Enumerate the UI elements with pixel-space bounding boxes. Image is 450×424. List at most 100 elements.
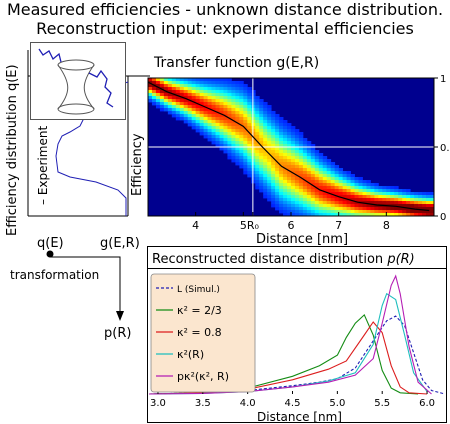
heatmap-cell (346, 207, 351, 211)
heatmap-cell (318, 159, 324, 163)
heatmap-cell (318, 210, 324, 214)
heatmap-cell (183, 78, 189, 82)
heatmap-cell (287, 207, 292, 211)
heatmap-cell (322, 165, 328, 169)
heatmap-cell (322, 174, 328, 178)
heatmap-cell (243, 165, 248, 169)
heatmap-cell (350, 186, 355, 190)
heatmap-cell (251, 126, 256, 130)
heatmap-cell (283, 198, 288, 202)
heatmap-cell (211, 84, 216, 88)
heatmap-cell (346, 183, 351, 187)
heatmap-cell (255, 126, 260, 130)
heatmap-cell (398, 207, 403, 211)
heatmap-cell (155, 93, 161, 97)
heatmap-cell (219, 87, 224, 91)
heatmap-cell (338, 171, 344, 175)
heatmap-cell (259, 156, 264, 160)
heatmap-cell (251, 96, 256, 100)
heatmap-cell (271, 162, 276, 166)
heatmap-cell (195, 78, 201, 82)
heatmap-cell (275, 183, 280, 187)
heatmap-cell (330, 183, 336, 187)
heatmap-cell (326, 189, 332, 193)
heatmap-cell (175, 90, 181, 94)
heatmap-cell (223, 102, 228, 106)
heatmap-cell (275, 180, 280, 184)
heatmap-cell (362, 183, 367, 187)
heatmap-cell (267, 171, 272, 175)
heatmap-cell (219, 78, 224, 82)
heatmap-cell (235, 159, 240, 163)
heatmap-cell (382, 186, 387, 190)
heatmap-cell (259, 99, 264, 103)
heatmap-cell (235, 147, 240, 151)
heatmap-cell (298, 138, 304, 142)
heatmap-cell (251, 174, 256, 178)
heatmap-cell (247, 120, 252, 124)
heatmap-cell (334, 198, 340, 202)
heatmap-cell (267, 147, 272, 151)
heatmap-cell (386, 195, 391, 199)
distribution-panel: Reconstructed distance distribution p(R)… (147, 246, 447, 424)
heatmap-cell (306, 192, 312, 196)
heatmap-cell (294, 195, 300, 199)
heatmap-cell (159, 99, 165, 103)
heatmap-cell (287, 126, 292, 130)
heatmap-cell (199, 102, 205, 106)
heatmap-cell (203, 87, 208, 91)
heatmap-cell (310, 183, 316, 187)
heatmap-cell (171, 99, 177, 103)
heatmap-cell (366, 195, 371, 199)
heatmap-cell (239, 147, 244, 151)
heatmap-cell (247, 159, 252, 163)
heatmap-cell (406, 210, 411, 214)
heatmap-cell (227, 93, 232, 97)
heatmap-cell (247, 171, 252, 175)
heatmap-cell (227, 81, 232, 85)
heatmap-cell (239, 129, 244, 133)
heatmap-cell (159, 96, 165, 100)
heatmap-cell (287, 183, 292, 187)
heatmap-cell (263, 102, 268, 106)
heatmap-cell (322, 198, 328, 202)
heatmap-cell (251, 120, 256, 124)
heatmap-cell (350, 189, 355, 193)
heatmap-cell (263, 159, 268, 163)
heatmap-cell (275, 171, 280, 175)
heatmap-cell (239, 96, 244, 100)
heatmap-cell (298, 156, 304, 160)
heatmap-cell (326, 210, 332, 214)
heatmap-cell (354, 186, 359, 190)
heatmap-cell (354, 198, 359, 202)
heatmap-cell (314, 210, 320, 214)
heatmap-cell (430, 204, 435, 208)
heatmap-cell (203, 129, 208, 133)
heatmap-cell (402, 198, 407, 202)
heatmap-cell (306, 189, 312, 193)
heatmap-cell (259, 138, 264, 142)
heatmap-cell (374, 207, 379, 211)
heatmap-cell (219, 132, 224, 136)
heatmap-cell (255, 123, 260, 127)
heatmap-cell (294, 207, 300, 211)
heatmap-cell (318, 177, 324, 181)
heatmap-cell (338, 183, 344, 187)
heatmap-cell (159, 105, 165, 109)
heatmap-cell (267, 159, 272, 163)
heatmap-cell (207, 90, 212, 94)
heatmap-cell (239, 93, 244, 97)
heatmap-cell (422, 201, 427, 205)
heatmap-cell (271, 111, 276, 115)
heatmap-cell (271, 165, 276, 169)
heatmap-cell (215, 141, 220, 145)
heatmap-cell (287, 210, 292, 214)
heatmap-cell (346, 177, 351, 181)
heatmap-cell (195, 99, 201, 103)
heatmap-cell (402, 213, 407, 217)
heatmap-cell (302, 144, 308, 148)
heatmap-cell (191, 126, 197, 130)
heatmap-cell (215, 132, 220, 136)
heatmap-cell (334, 183, 340, 187)
heatmap-cell (215, 96, 220, 100)
